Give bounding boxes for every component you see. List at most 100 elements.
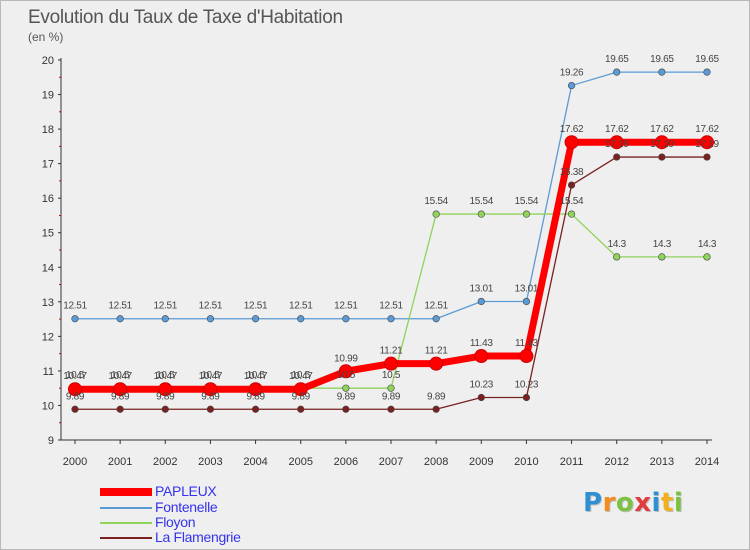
data-point <box>703 68 711 76</box>
logo-letter: i <box>673 488 684 518</box>
data-point <box>658 68 666 76</box>
logo-letter: i <box>651 488 661 518</box>
data-label: 17.62 <box>605 124 629 135</box>
data-label: 19.65 <box>605 54 629 65</box>
data-label: 10.23 <box>470 380 494 391</box>
data-point <box>206 315 215 323</box>
data-point <box>658 153 666 161</box>
data-point <box>522 297 531 306</box>
data-point <box>293 382 308 397</box>
legend-swatch <box>100 507 152 509</box>
data-point <box>342 384 350 392</box>
data-point <box>477 210 485 218</box>
data-point <box>338 364 353 379</box>
data-label: 10.47 <box>289 371 313 382</box>
x-tick-label: 2000 <box>63 456 87 468</box>
y-tick-label: 10 <box>42 400 54 412</box>
chart-subtitle: (en %) <box>28 30 64 44</box>
data-label: 17.62 <box>650 124 674 135</box>
chart-axes: 9 10 11 12 13 14 15 16 17 18 19 20 2000 2001 2002 2003 2… <box>42 55 719 468</box>
legend-label: Floyon <box>155 514 196 530</box>
data-point <box>248 382 263 397</box>
data-label: 19.65 <box>650 54 674 65</box>
data-label: 9.89 <box>201 391 220 402</box>
data-label: 11.43 <box>470 338 494 349</box>
data-point <box>658 253 666 261</box>
data-point <box>567 81 576 90</box>
data-point <box>384 356 398 371</box>
data-label: 11.21 <box>425 346 449 357</box>
data-label: 11.21 <box>380 346 404 357</box>
data-label: 10.47 <box>199 371 223 382</box>
data-label: 10.5 <box>337 370 356 381</box>
proxiti-logo: Proxiti <box>583 488 683 518</box>
legend-swatch <box>100 537 152 539</box>
data-point <box>432 210 440 218</box>
data-point <box>116 315 124 323</box>
legend-label: La Flamengrie <box>155 529 241 545</box>
data-label: 9.89 <box>66 391 85 402</box>
data-point <box>703 253 711 261</box>
data-label: 11.43 <box>515 338 539 349</box>
data-label: 19.65 <box>695 54 719 65</box>
data-label: 12.51 <box>199 301 223 312</box>
x-tick-label: 2009 <box>469 456 493 468</box>
data-label: 12.51 <box>63 301 87 312</box>
data-point <box>613 253 621 261</box>
x-tick-label: 2012 <box>604 456 628 468</box>
data-point <box>297 405 305 413</box>
data-label: 9.89 <box>382 391 401 402</box>
y-tick-label: 12 <box>42 331 54 343</box>
data-label: 9.89 <box>427 391 446 402</box>
data-point <box>71 315 79 323</box>
data-label: 10.5 <box>156 370 175 381</box>
data-label: 9.89 <box>156 391 175 402</box>
data-label: 17.19 <box>605 139 629 150</box>
data-point <box>613 153 621 161</box>
data-label: 12.51 <box>289 301 313 312</box>
data-label: 9.89 <box>337 391 356 402</box>
data-point <box>387 315 395 323</box>
data-label: 15.54 <box>470 196 494 207</box>
x-tick-label: 2003 <box>198 456 222 468</box>
data-label: 10.5 <box>201 370 220 381</box>
data-point <box>432 315 440 323</box>
data-point <box>609 135 624 150</box>
legend-label: PAPLEUX <box>155 483 217 499</box>
data-label: 15.54 <box>515 196 539 207</box>
x-tick-label: 2014 <box>695 456 719 468</box>
data-point <box>116 405 124 413</box>
data-point <box>297 315 305 323</box>
series-papleux <box>68 135 714 397</box>
data-label: 10.5 <box>292 370 311 381</box>
logo-letter: t <box>660 488 674 518</box>
data-point <box>703 153 711 161</box>
legend-label: Fontenelle <box>155 499 218 515</box>
logo-letter: x <box>634 488 652 518</box>
x-tick-label: 2004 <box>243 456 267 468</box>
data-label: 12.51 <box>334 301 358 312</box>
data-label: 13.01 <box>515 283 539 294</box>
data-label: 15.54 <box>560 196 584 207</box>
series-la-flamengrie <box>71 153 711 413</box>
data-label: 10.47 <box>108 371 132 382</box>
data-label: 14.3 <box>698 239 717 250</box>
data-point <box>522 210 531 218</box>
data-label: 12.51 <box>154 301 178 312</box>
data-point <box>567 210 576 218</box>
data-label: 14.3 <box>608 239 627 250</box>
x-tick-label: 2006 <box>334 456 358 468</box>
data-point <box>158 382 173 397</box>
data-point <box>387 384 395 392</box>
data-label: 12.51 <box>424 301 448 312</box>
x-tick-label: 2001 <box>108 456 132 468</box>
data-label: 17.62 <box>695 124 719 135</box>
data-label: 10.99 <box>334 353 358 364</box>
y-tick-label: 11 <box>43 366 54 378</box>
x-tick-label: 2005 <box>288 456 312 468</box>
data-point <box>474 349 489 364</box>
legend-swatch <box>100 522 152 524</box>
data-label: 10.47 <box>154 371 178 382</box>
